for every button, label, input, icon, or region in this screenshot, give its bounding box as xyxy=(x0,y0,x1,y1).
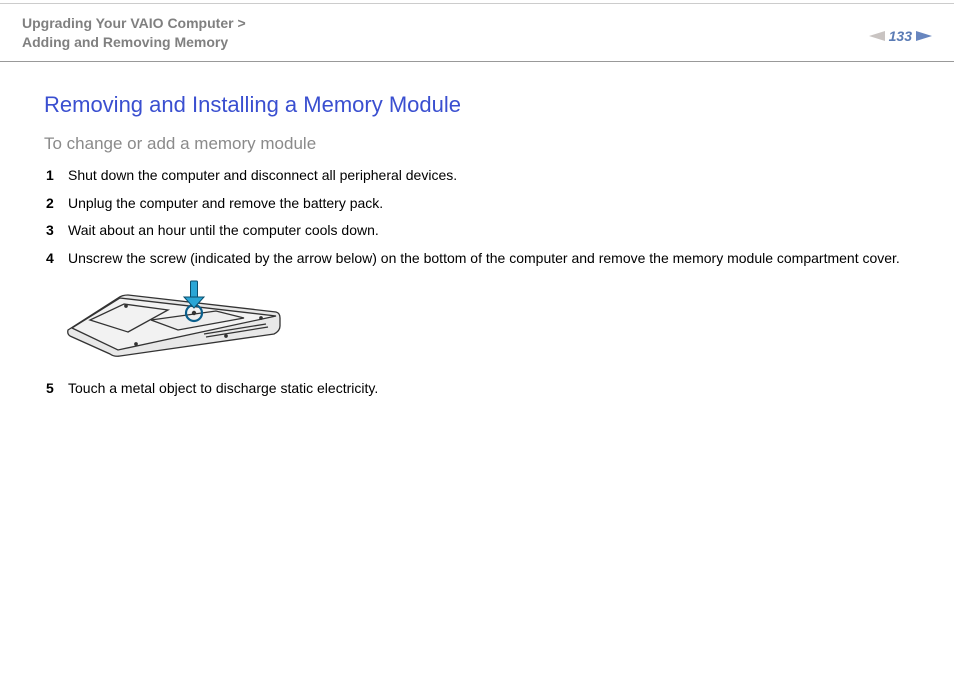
prev-page-arrow-icon[interactable] xyxy=(869,30,885,42)
step-item: 5 Touch a metal object to discharge stat… xyxy=(46,379,910,399)
step-text: Wait about an hour until the computer co… xyxy=(68,221,910,241)
laptop-diagram xyxy=(66,278,910,365)
next-page-arrow-icon[interactable] xyxy=(916,30,932,42)
breadcrumb-line-1: Upgrading Your VAIO Computer > xyxy=(22,14,932,33)
breadcrumb-line-2: Adding and Removing Memory xyxy=(22,33,932,52)
step-text: Unplug the computer and remove the batte… xyxy=(68,194,910,214)
page-number: 133 xyxy=(889,28,912,44)
step-item: 4 Unscrew the screw (indicated by the ar… xyxy=(46,249,910,269)
page-number-area: 133 xyxy=(869,28,932,44)
page-header: Upgrading Your VAIO Computer > Adding an… xyxy=(0,0,954,62)
step-item: 2 Unplug the computer and remove the bat… xyxy=(46,194,910,214)
breadcrumb: Upgrading Your VAIO Computer > Adding an… xyxy=(22,14,932,52)
step-number: 3 xyxy=(46,221,68,241)
step-text: Touch a metal object to discharge static… xyxy=(68,379,910,399)
step-number: 4 xyxy=(46,249,68,269)
step-number: 1 xyxy=(46,166,68,186)
step-text: Unscrew the screw (indicated by the arro… xyxy=(68,249,910,269)
section-subtitle: To change or add a memory module xyxy=(44,134,910,154)
step-number: 2 xyxy=(46,194,68,214)
section-title: Removing and Installing a Memory Module xyxy=(44,92,910,118)
step-number: 5 xyxy=(46,379,68,399)
step-item: 3 Wait about an hour until the computer … xyxy=(46,221,910,241)
page-content: Removing and Installing a Memory Module … xyxy=(0,62,954,399)
step-text: Shut down the computer and disconnect al… xyxy=(68,166,910,186)
steps-list-continued: 5 Touch a metal object to discharge stat… xyxy=(44,379,910,399)
step-item: 1 Shut down the computer and disconnect … xyxy=(46,166,910,186)
steps-list: 1 Shut down the computer and disconnect … xyxy=(44,166,910,268)
